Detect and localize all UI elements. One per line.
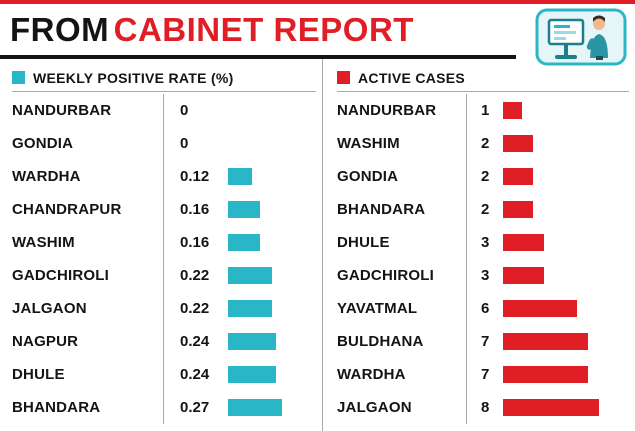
district-name: WARDHA bbox=[12, 160, 164, 193]
value-label: 7 bbox=[481, 333, 490, 350]
district-name: DHULE bbox=[12, 358, 164, 391]
value-bar bbox=[228, 333, 276, 350]
district-name: YAVATMAL bbox=[337, 292, 467, 325]
district-name: GONDIA bbox=[12, 127, 164, 160]
table-row: NANDURBAR 1 bbox=[337, 94, 629, 127]
district-name: NAGPUR bbox=[12, 325, 164, 358]
value-label: 0.27 bbox=[180, 399, 210, 416]
bar-rows: NANDURBAR 0 GONDIA 0 WARDHA 0.12 CHANDRA… bbox=[12, 94, 316, 424]
value-bar bbox=[503, 168, 533, 185]
table-row: GONDIA 0 bbox=[12, 127, 316, 160]
district-name: NANDURBAR bbox=[337, 94, 467, 127]
value-bar bbox=[503, 135, 533, 152]
table-row: DHULE 3 bbox=[337, 226, 629, 259]
table-row: BHANDARA 2 bbox=[337, 193, 629, 226]
charts-area: WEEKLY POSITIVE RATE (%) NANDURBAR 0 GON… bbox=[0, 58, 635, 431]
value-bar bbox=[503, 366, 588, 383]
page-title: FROM CABINET REPORT bbox=[0, 4, 516, 59]
value-label: 0 bbox=[180, 135, 189, 152]
table-row: WARDHA 7 bbox=[337, 358, 629, 391]
table-row: BHANDARA 0.27 bbox=[12, 391, 316, 424]
table-row: JALGAON 8 bbox=[337, 391, 629, 424]
value-label: 7 bbox=[481, 366, 490, 383]
panel-title: WEEKLY POSITIVE RATE (%) bbox=[33, 69, 234, 86]
value-label: 0.12 bbox=[180, 168, 210, 185]
value-bar bbox=[228, 366, 276, 383]
value-bar bbox=[228, 234, 260, 251]
district-name: CHANDRAPUR bbox=[12, 193, 164, 226]
value-bar bbox=[503, 102, 522, 119]
value-label: 2 bbox=[481, 135, 490, 152]
table-row: GADCHIROLI 3 bbox=[337, 259, 629, 292]
value-bar bbox=[503, 234, 544, 251]
value-bar bbox=[503, 333, 588, 350]
panel-active-cases: ACTIVE CASES NANDURBAR 1 WASHIM 2 GONDIA… bbox=[322, 58, 635, 431]
value-label: 0.24 bbox=[180, 366, 210, 383]
table-row: DHULE 0.24 bbox=[12, 358, 316, 391]
value-bar bbox=[228, 300, 272, 317]
value-label: 2 bbox=[481, 168, 490, 185]
panel-title: ACTIVE CASES bbox=[358, 69, 466, 86]
person-at-presentation-screen-icon bbox=[535, 8, 627, 66]
district-name: JALGAON bbox=[12, 292, 164, 325]
value-label: 6 bbox=[481, 300, 490, 317]
value-label: 0.16 bbox=[180, 234, 210, 251]
table-row: GONDIA 2 bbox=[337, 160, 629, 193]
table-row: WASHIM 2 bbox=[337, 127, 629, 160]
table-row: NAGPUR 0.24 bbox=[12, 325, 316, 358]
table-row: BULDHANA 7 bbox=[337, 325, 629, 358]
value-bar bbox=[228, 399, 282, 416]
district-name: WARDHA bbox=[337, 358, 467, 391]
table-row: JALGAON 0.22 bbox=[12, 292, 316, 325]
value-bar bbox=[503, 201, 533, 218]
table-row: CHANDRAPUR 0.16 bbox=[12, 193, 316, 226]
cyan-legend-swatch-icon bbox=[12, 71, 25, 84]
masthead: FROM CABINET REPORT bbox=[0, 4, 635, 66]
district-name: DHULE bbox=[337, 226, 467, 259]
value-label: 2 bbox=[481, 201, 490, 218]
district-name: NANDURBAR bbox=[12, 94, 164, 127]
district-name: GONDIA bbox=[337, 160, 467, 193]
value-label: 8 bbox=[481, 399, 490, 416]
value-bar bbox=[228, 267, 272, 284]
title-main: CABINET REPORT bbox=[113, 11, 414, 48]
table-row: WARDHA 0.12 bbox=[12, 160, 316, 193]
district-name: GADCHIROLI bbox=[12, 259, 164, 292]
district-name: JALGAON bbox=[337, 391, 467, 424]
table-row: NANDURBAR 0 bbox=[12, 94, 316, 127]
table-row: YAVATMAL 6 bbox=[337, 292, 629, 325]
district-name: GADCHIROLI bbox=[337, 259, 467, 292]
red-legend-swatch-icon bbox=[337, 71, 350, 84]
value-bar bbox=[228, 168, 252, 185]
value-bar bbox=[228, 201, 260, 218]
district-name: WASHIM bbox=[337, 127, 467, 160]
panel-header: WEEKLY POSITIVE RATE (%) bbox=[12, 64, 316, 92]
value-label: 0.16 bbox=[180, 201, 210, 218]
district-name: BULDHANA bbox=[337, 325, 467, 358]
value-bar bbox=[503, 300, 577, 317]
panel-header: ACTIVE CASES bbox=[337, 64, 629, 92]
value-label: 3 bbox=[481, 234, 490, 251]
panel-weekly-positive-rate: WEEKLY POSITIVE RATE (%) NANDURBAR 0 GON… bbox=[0, 58, 322, 431]
table-row: WASHIM 0.16 bbox=[12, 226, 316, 259]
value-label: 0.22 bbox=[180, 300, 210, 317]
value-label: 0.22 bbox=[180, 267, 210, 284]
value-bar bbox=[503, 399, 599, 416]
district-name: BHANDARA bbox=[337, 193, 467, 226]
bar-rows: NANDURBAR 1 WASHIM 2 GONDIA 2 BHANDARA 2… bbox=[337, 94, 629, 424]
title-prefix: FROM bbox=[10, 11, 110, 48]
value-bar bbox=[503, 267, 544, 284]
district-name: WASHIM bbox=[12, 226, 164, 259]
value-label: 1 bbox=[481, 102, 490, 119]
value-label: 0.24 bbox=[180, 333, 210, 350]
value-label: 3 bbox=[481, 267, 490, 284]
district-name: BHANDARA bbox=[12, 391, 164, 424]
table-row: GADCHIROLI 0.22 bbox=[12, 259, 316, 292]
value-label: 0 bbox=[180, 102, 189, 119]
